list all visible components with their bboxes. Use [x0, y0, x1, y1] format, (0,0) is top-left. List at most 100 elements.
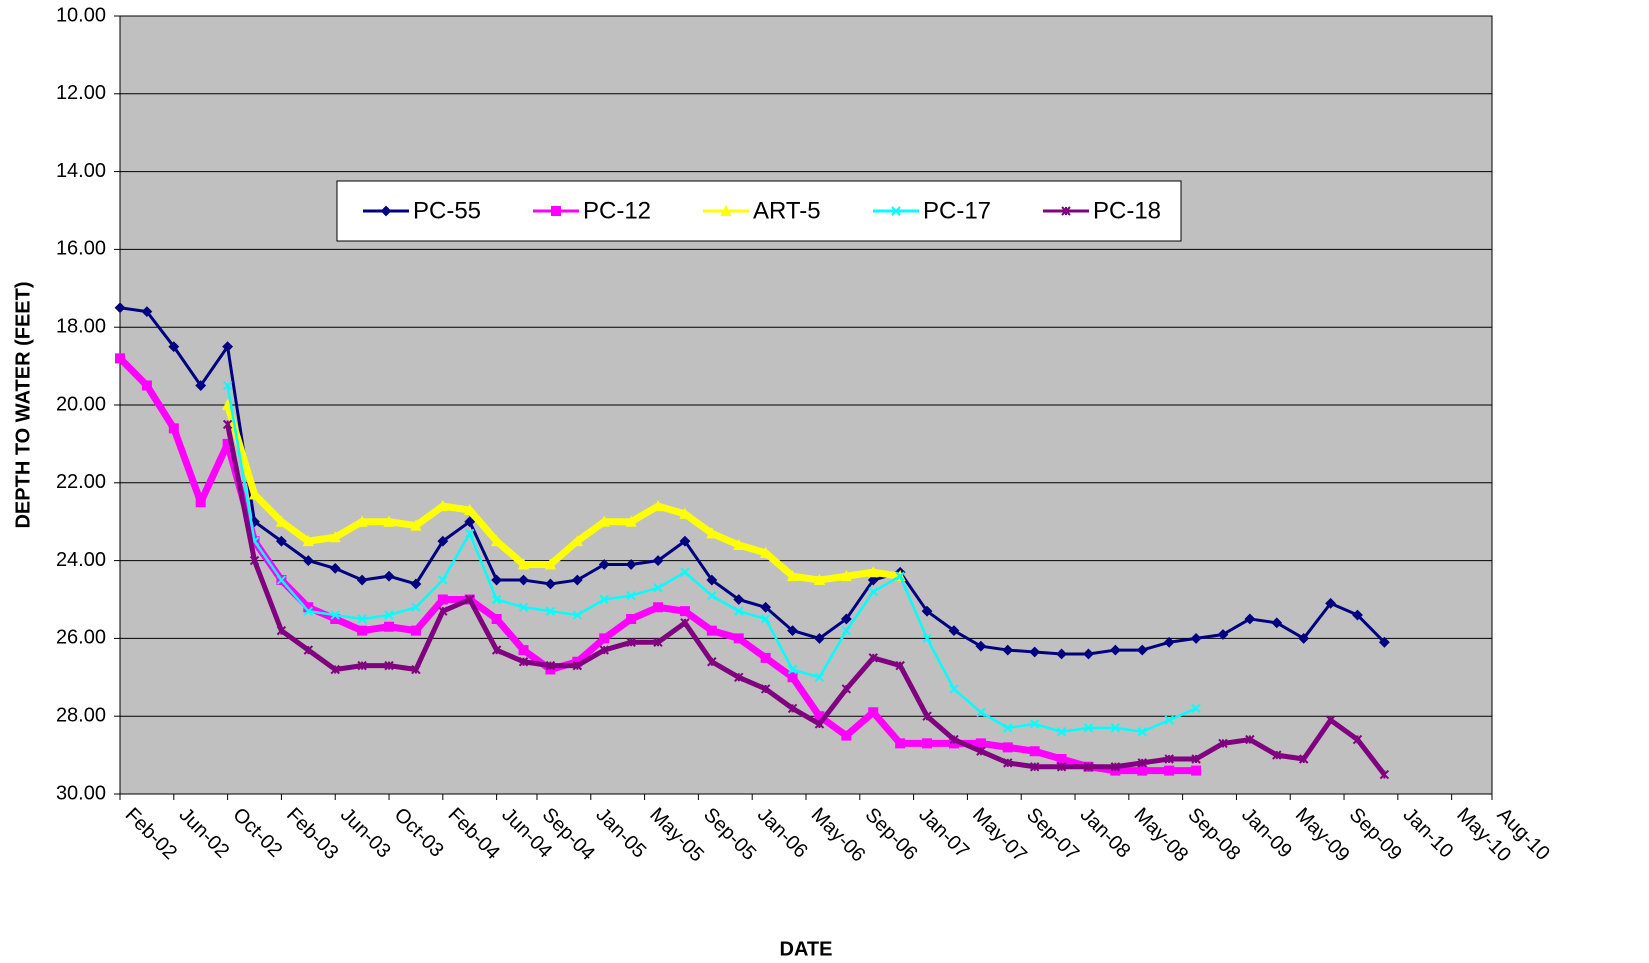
data-point — [303, 645, 314, 655]
data-point — [653, 583, 663, 593]
data-point — [518, 657, 529, 667]
data-point — [437, 535, 449, 547]
x-tick-label: Sep-09 — [1345, 804, 1406, 865]
data-point — [1164, 715, 1174, 725]
y-tick-label: 10.00 — [56, 4, 106, 26]
data-point — [895, 660, 905, 671]
x-tick-label: May-08 — [1130, 804, 1193, 867]
legend-marker — [891, 206, 901, 216]
data-point — [1083, 762, 1094, 772]
legend-label: PC-55 — [413, 197, 481, 224]
series-line — [225, 423, 1387, 777]
data-point — [787, 625, 798, 637]
x-tick-label: Sep-05 — [699, 804, 760, 865]
data-point — [679, 606, 690, 617]
y-tick-label: 24.00 — [56, 549, 106, 571]
data-point — [249, 555, 260, 566]
data-point — [464, 503, 476, 516]
data-point — [518, 602, 529, 612]
data-point — [1083, 723, 1094, 733]
x-tick-label: May-06 — [807, 804, 870, 867]
data-point — [168, 341, 180, 353]
data-point — [787, 672, 798, 683]
data-point — [491, 594, 502, 605]
data-point — [384, 610, 394, 620]
data-point — [680, 618, 690, 628]
data-point — [760, 684, 771, 694]
data-point — [1137, 727, 1147, 737]
data-point — [303, 606, 314, 616]
data-point — [895, 571, 905, 581]
data-point — [571, 534, 583, 547]
data-point — [115, 353, 125, 364]
data-point — [975, 738, 986, 749]
data-point — [329, 531, 341, 543]
y-tick-label: 12.00 — [56, 82, 106, 104]
data-point — [841, 625, 852, 636]
data-point — [410, 519, 422, 531]
data-point — [411, 664, 421, 675]
data-point — [1164, 754, 1174, 764]
data-point — [1218, 738, 1228, 749]
x-tick-label: Jan-06 — [753, 804, 812, 863]
data-point — [786, 569, 799, 582]
x-tick-label: Feb-04 — [444, 804, 504, 864]
y-axis-title: DEPTH TO WATER (FEET) — [12, 281, 34, 528]
data-point — [1056, 753, 1067, 764]
data-point — [922, 633, 932, 644]
legend-marker — [551, 206, 561, 216]
y-tick-label: 20.00 — [56, 393, 106, 415]
data-point — [1110, 723, 1121, 733]
x-tick-label: Oct-02 — [228, 804, 286, 862]
data-point — [1352, 734, 1363, 745]
data-point — [734, 672, 744, 683]
data-point — [518, 574, 529, 586]
y-tick-label: 14.00 — [56, 160, 106, 182]
data-point — [437, 499, 449, 512]
data-point — [330, 664, 340, 675]
legend-marker — [720, 204, 732, 216]
data-point — [949, 734, 959, 745]
legend-label: PC-12 — [583, 197, 651, 224]
data-point — [1137, 758, 1147, 768]
data-point — [571, 574, 583, 586]
data-point — [1325, 715, 1336, 725]
data-point — [357, 625, 368, 636]
data-point — [598, 559, 610, 570]
data-point — [840, 569, 852, 582]
y-tick-label: 16.00 — [56, 238, 106, 260]
data-point — [976, 707, 986, 718]
data-point — [1029, 762, 1040, 772]
x-tick-label: Oct-03 — [390, 804, 448, 862]
data-point — [438, 606, 448, 616]
data-point — [867, 566, 879, 578]
data-point — [141, 380, 152, 391]
data-point — [544, 558, 557, 570]
data-point — [760, 601, 772, 613]
x-tick-label: Jan-07 — [914, 804, 973, 863]
data-point — [626, 613, 637, 624]
data-point — [1109, 644, 1121, 656]
data-point — [195, 380, 207, 391]
data-point — [411, 602, 421, 612]
data-point — [410, 625, 421, 636]
data-point — [195, 497, 206, 508]
data-point — [1378, 636, 1390, 648]
data-point — [1191, 765, 1202, 776]
data-point — [1191, 703, 1201, 714]
data-point — [222, 419, 233, 430]
data-point — [1056, 727, 1067, 737]
legend-box — [336, 180, 1182, 242]
data-point — [384, 660, 394, 671]
data-point — [1137, 765, 1148, 776]
data-point — [491, 613, 502, 624]
data-point — [814, 672, 825, 683]
data-point — [867, 574, 879, 586]
data-point — [383, 515, 395, 527]
data-point — [706, 574, 718, 586]
data-point — [1272, 750, 1282, 760]
data-point — [275, 515, 288, 527]
data-point — [760, 652, 771, 663]
data-point — [222, 380, 233, 391]
data-point — [545, 578, 556, 590]
